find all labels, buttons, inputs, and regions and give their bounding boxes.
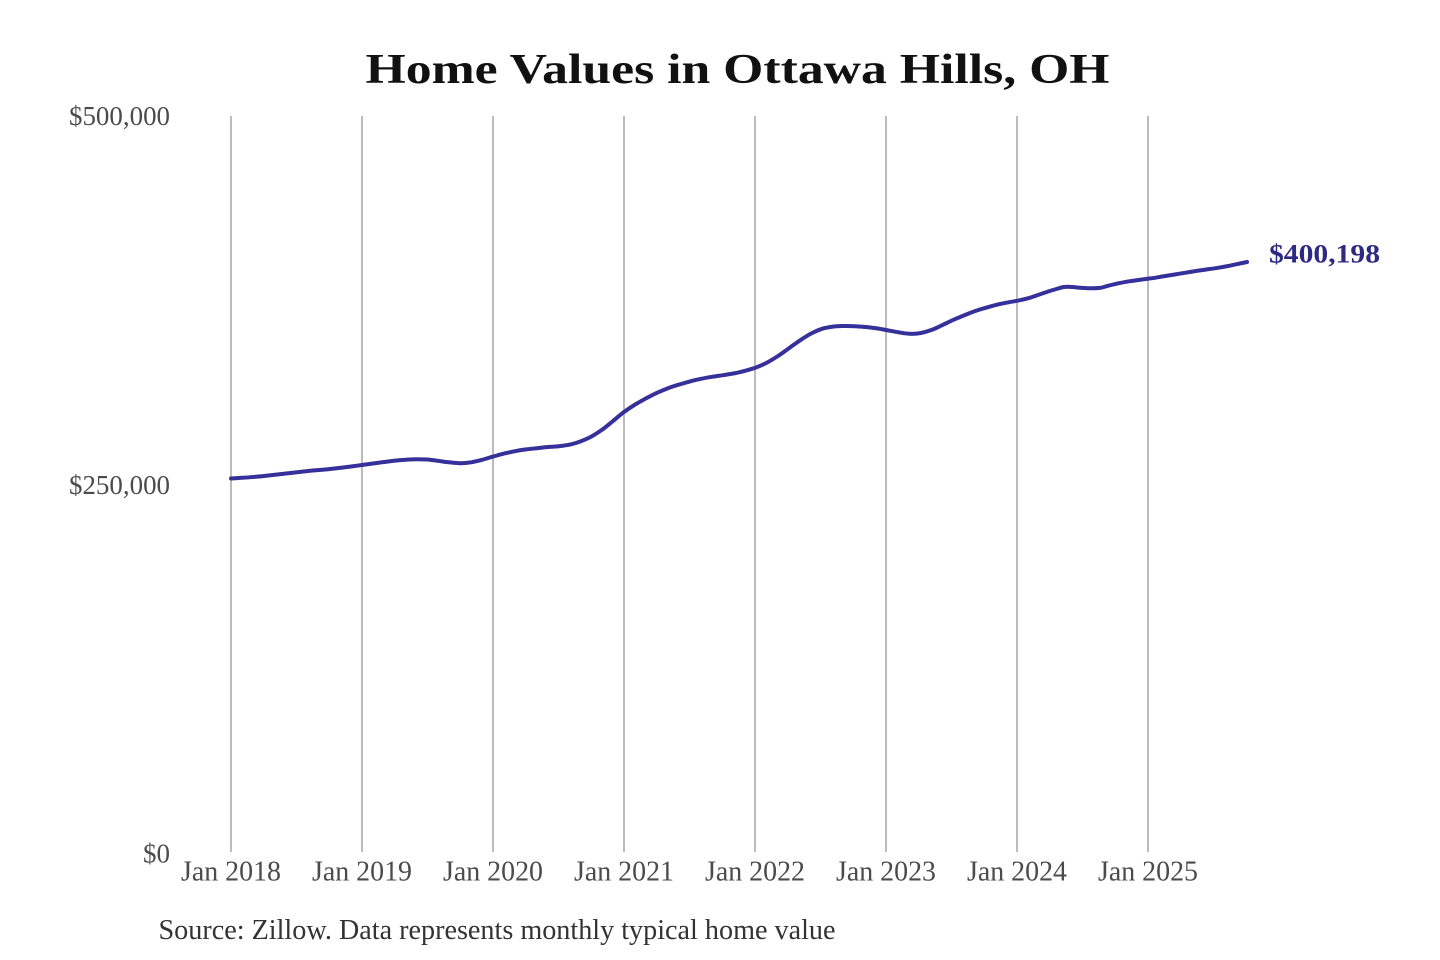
svg-text:Source: Zillow. Data represent: Source: Zillow. Data represents monthly … [159,915,836,946]
svg-text:Jan 2020: Jan 2020 [443,857,543,888]
svg-text:$400,198: $400,198 [1269,240,1380,269]
svg-text:Jan 2024: Jan 2024 [967,857,1067,888]
svg-text:Jan 2019: Jan 2019 [312,857,412,888]
svg-text:Jan 2018: Jan 2018 [181,857,281,888]
svg-text:Home Values in Ottawa Hills, O: Home Values in Ottawa Hills, OH [366,47,1110,93]
svg-text:Jan 2022: Jan 2022 [705,857,805,888]
svg-text:$500,000: $500,000 [69,101,170,131]
svg-text:$250,000: $250,000 [69,470,170,500]
svg-text:Jan 2021: Jan 2021 [574,857,674,888]
svg-text:Jan 2025: Jan 2025 [1098,857,1198,888]
svg-text:$0: $0 [143,839,170,869]
svg-text:Jan 2023: Jan 2023 [836,857,936,888]
